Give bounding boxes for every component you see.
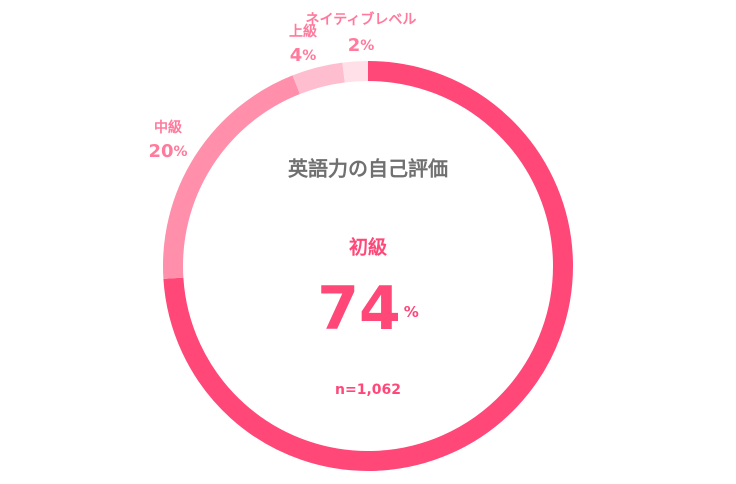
chart-title: 英語力の自己評価 — [288, 157, 448, 181]
segment-unit: % — [360, 38, 374, 54]
segment-number: 2 — [348, 35, 361, 56]
center-number: 74 — [317, 274, 401, 344]
donut-segment — [163, 61, 573, 471]
segment-unit: % — [174, 144, 188, 160]
center-unit: % — [404, 303, 419, 321]
center-value: 74% — [317, 274, 419, 344]
segment-value: 2% — [348, 35, 375, 56]
segment-label: 上級 — [289, 23, 317, 40]
donut-segment — [163, 75, 300, 279]
segment-unit: % — [302, 48, 316, 64]
segment-label: ネイティブレベル — [306, 11, 417, 28]
segment-number: 20 — [148, 141, 173, 162]
donut-segment — [292, 62, 346, 95]
donut-segment — [342, 61, 369, 83]
segment-value: 20% — [148, 141, 187, 162]
segment-number: 4 — [290, 45, 303, 66]
center-category: 初級 — [349, 236, 387, 259]
sample-note: n=1,062 — [335, 382, 401, 398]
segment-value: 4% — [290, 45, 317, 66]
segment-label: 中級 — [154, 119, 182, 136]
